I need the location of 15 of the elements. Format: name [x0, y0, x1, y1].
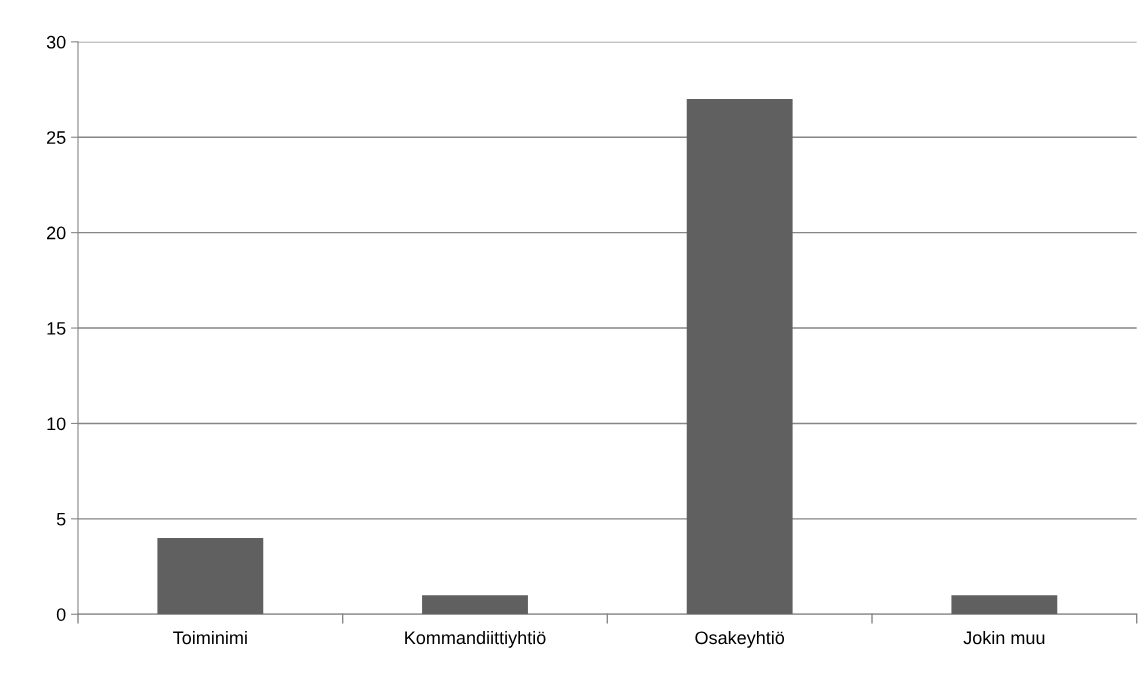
bar: [686, 99, 793, 615]
bar: [157, 537, 264, 615]
x-tick-label: Osakeyhtiö: [695, 630, 785, 648]
y-tick-label: 0: [56, 608, 66, 621]
x-tick-label: Jokin muu: [963, 630, 1045, 645]
y-tick-label: 5: [56, 512, 66, 526]
bar: [951, 595, 1058, 615]
y-tick-label: 10: [47, 417, 66, 431]
y-tick-label: 15: [47, 322, 66, 335]
bar: [422, 595, 528, 615]
y-tick-label: 25: [47, 131, 66, 144]
y-tick-label: 20: [47, 226, 66, 240]
x-tick-label: Toiminimi: [173, 630, 247, 645]
y-tick-label: 30: [46, 35, 66, 49]
x-tick-label: Kommandiittiyhtiö: [405, 630, 546, 648]
